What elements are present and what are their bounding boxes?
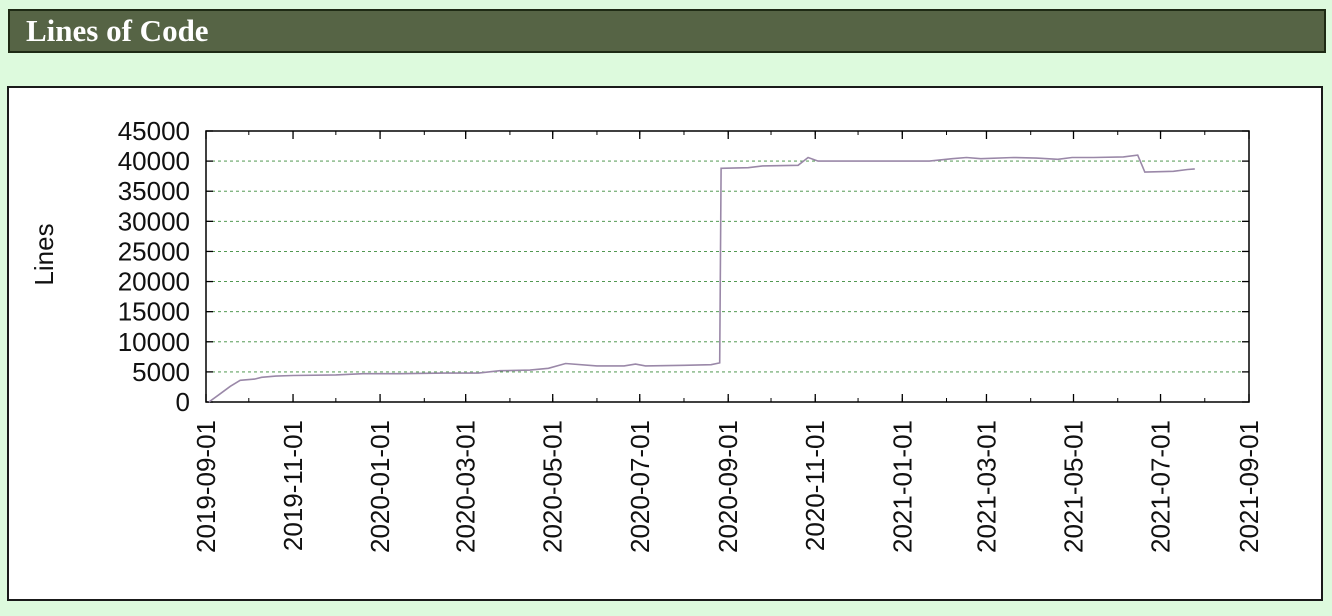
series-line [208, 154, 1195, 403]
x-tick-label: 2020-09-01 [713, 420, 743, 553]
x-tick-label: 2021-07-01 [1146, 420, 1176, 553]
x-tick-labels: 2019-09-01 2019-11-01 2020-01-01 2020-03-01… [191, 420, 1264, 553]
plot-border [205, 130, 1250, 403]
grid-layer [206, 160, 1249, 373]
lines-of-code-chart: 0500010000150002000025000300003500040000… [29, 116, 1264, 553]
x-tick-label: 2019-11-01 [278, 420, 308, 551]
section-title: Lines of Code [26, 13, 209, 48]
y-tick-labels: 0500010000150002000025000300003500040000… [118, 116, 190, 417]
y-tick-label: 40000 [118, 146, 190, 176]
chart-container: 0 5000 10000 15000 20000 25000 30000 35000 40000… [7, 86, 1323, 601]
y-tick-label: 25000 [118, 236, 190, 266]
x-tick-label: 2020-11-01 [800, 420, 830, 551]
x-tick-label: 2020-03-01 [451, 420, 481, 553]
x-tick-label: 2021-05-01 [1059, 420, 1089, 553]
y-tick-label: 20000 [118, 267, 190, 297]
tick-layer [205, 130, 1250, 403]
x-tick-label: 2020-05-01 [538, 420, 568, 553]
y-tick-label: 30000 [118, 206, 190, 236]
y-tick-label: 45000 [118, 116, 190, 146]
y-axis-label: Lines [29, 223, 59, 285]
y-tick-label: 0 [176, 387, 190, 417]
x-tick-label: 2021-03-01 [971, 420, 1001, 553]
y-tick-label: 10000 [118, 327, 190, 357]
y-tick-label: 35000 [118, 176, 190, 206]
x-tick-label: 2021-09-01 [1234, 420, 1264, 553]
x-tick-label: 2020-07-01 [625, 420, 655, 553]
y-tick-label: 15000 [118, 297, 190, 327]
x-tick-label: 2019-09-01 [191, 420, 221, 553]
x-tick-label: 2020-01-01 [365, 420, 395, 553]
y-tick-label: 5000 [132, 357, 190, 387]
section-header: Lines of Code [8, 9, 1326, 53]
x-tick-label: 2021-01-01 [887, 420, 917, 553]
